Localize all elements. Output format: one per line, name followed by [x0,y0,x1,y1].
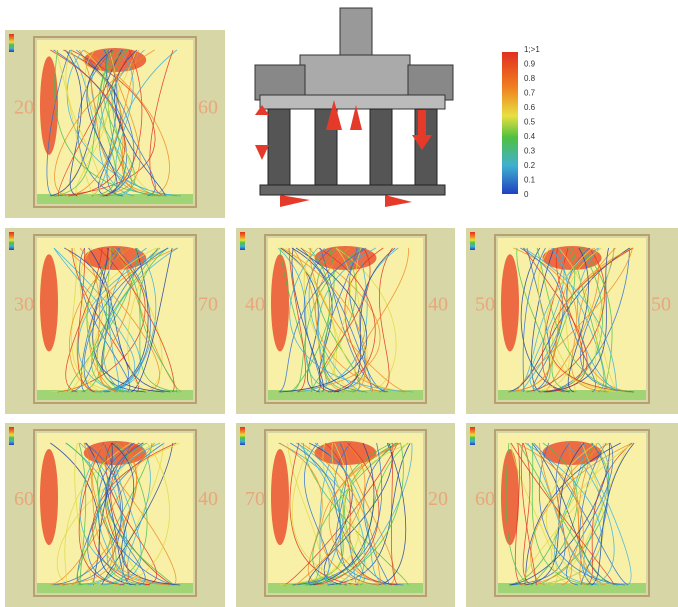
colorbar [502,52,518,194]
hot-region [40,254,58,351]
panel-legend-strip [9,34,14,52]
panel-legend-strip [470,427,475,445]
right-label: 20 [428,488,448,510]
right-label: 40 [198,488,218,510]
hot-region [40,449,58,545]
colorbar-label: 0.5 [524,118,536,127]
equipment-diagram [255,8,453,207]
right-label: 40 [428,294,448,316]
left-label: 60 [475,488,495,510]
flow-panel: 60 40 [5,423,225,607]
page: 1;>10.90.80.70.60.50.40.30.20.1020603070… [0,0,678,607]
left-label: 70 [245,488,265,510]
left-label: 40 [245,294,265,316]
flow-panel: 30 70 [5,228,225,414]
flow-panel: 40 40 [236,228,455,414]
right-label: 60 [198,97,218,119]
colorbar-label: 0.6 [524,103,536,112]
panel-legend-strip [240,427,245,445]
hot-region [271,254,289,351]
panel-legend-strip [9,232,14,250]
right-label: 50 [651,294,671,316]
left-label: 30 [14,294,34,316]
colorbar-label: 0.4 [524,132,536,141]
hot-region [501,254,519,351]
colorbar-label: 0.9 [524,60,536,69]
panel-legend-strip [240,232,245,250]
colorbar-label: 0.2 [524,161,536,170]
left-label: 20 [14,97,34,119]
left-label: 60 [14,488,34,510]
right-label: 70 [198,294,218,316]
flow-panel: 60 [466,423,678,607]
colorbar-label: 1;>1 [524,45,540,54]
hot-region [271,449,289,545]
colorbar-label: 0 [524,190,529,199]
colorbar-label: 0.7 [524,89,536,98]
flow-panel: 70 20 [236,423,455,607]
flow-panel: 2060 [5,30,225,218]
left-label: 50 [475,294,495,316]
panel-legend-strip [9,427,14,445]
colorbar-label: 0.8 [524,74,536,83]
figure: 1;>10.90.80.70.60.50.40.30.20.1020603070… [0,0,678,607]
colorbar-label: 0.3 [524,147,536,156]
colorbar-label: 0.1 [524,176,536,185]
flow-panel: 50 50 [466,228,678,414]
panel-legend-strip [470,232,475,250]
